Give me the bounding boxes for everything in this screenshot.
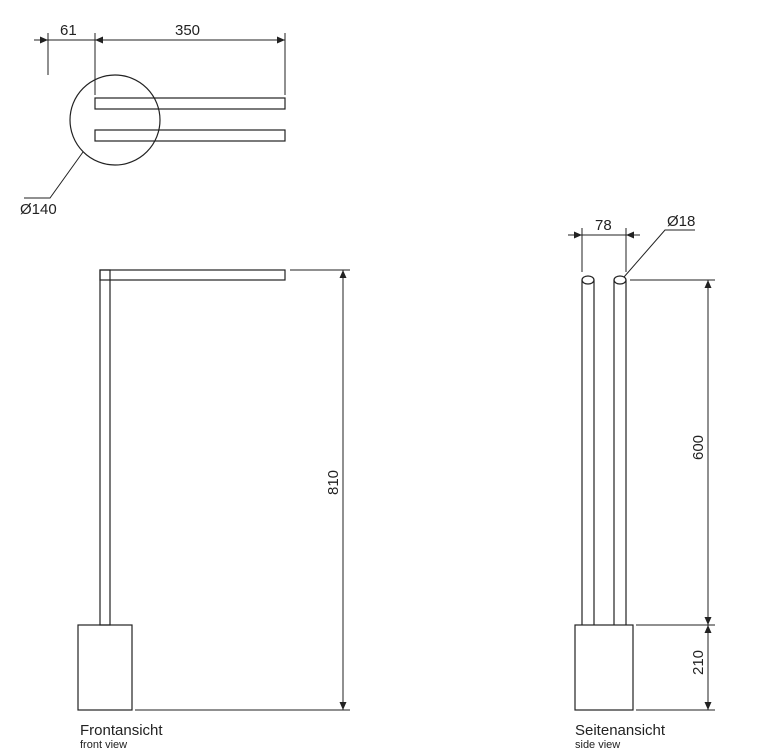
top-view: Ø140 <box>20 33 285 218</box>
dim-tube-diameter: Ø18 <box>667 213 695 230</box>
side-view: 78 Ø18 600 210 Seitenansicht side view <box>568 213 715 751</box>
dim-side-lower: 210 <box>690 650 707 675</box>
dim-top-small: 61 <box>60 22 77 39</box>
dim-top-large: 350 <box>175 22 200 39</box>
dim-diameter-base: Ø140 <box>20 201 57 218</box>
front-label-sub: front view <box>80 739 127 751</box>
side-label-sub: side view <box>575 739 620 751</box>
side-tube-left <box>582 276 594 625</box>
front-view: 810 Frontansicht front view <box>78 270 350 751</box>
diameter-leader <box>24 152 83 198</box>
base-circle <box>70 75 160 165</box>
drawing-canvas: Ø140 <box>0 0 758 753</box>
top-bar-upper <box>95 98 285 109</box>
front-label-main: Frontansicht <box>80 722 163 739</box>
side-label-main: Seitenansicht <box>575 722 666 739</box>
front-top-bar <box>100 270 285 280</box>
front-base <box>78 625 132 710</box>
side-base <box>575 625 633 710</box>
tube-dia-leader <box>624 230 695 277</box>
dim-front-height: 810 <box>325 470 342 495</box>
top-bar-lower <box>95 130 285 141</box>
dim-side-upper: 600 <box>690 435 707 460</box>
dim-side-gap: 78 <box>595 217 612 234</box>
side-tube-right <box>614 276 626 625</box>
front-vertical-bar <box>100 270 110 625</box>
